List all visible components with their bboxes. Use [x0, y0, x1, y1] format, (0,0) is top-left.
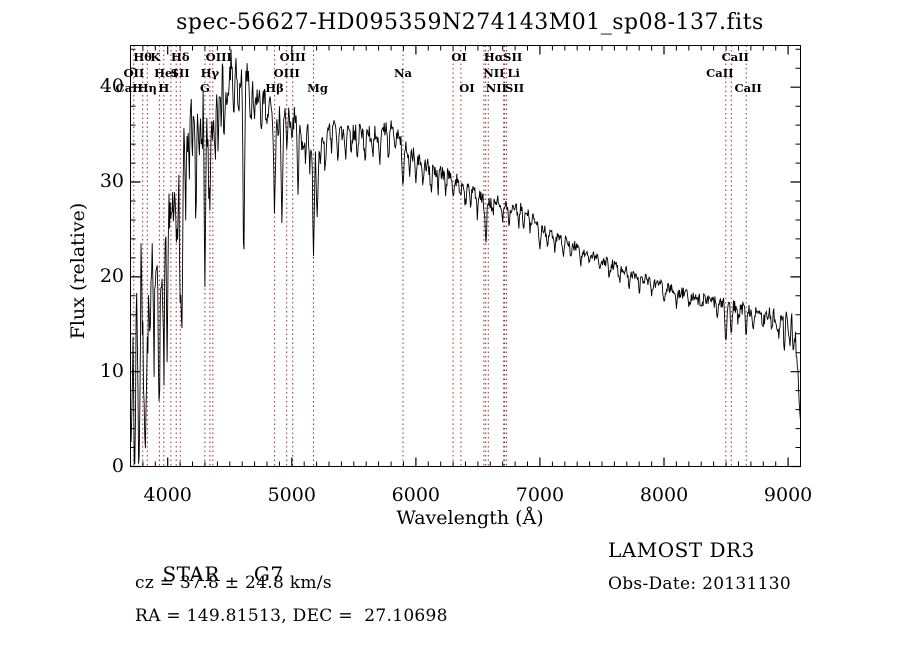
major-ticks: [130, 45, 801, 468]
object-class: STAR G7: [135, 538, 284, 610]
spectral-line-label-k: K: [150, 50, 161, 64]
spectral-line-label-h: H: [158, 81, 170, 95]
y-tick-40: 40: [99, 75, 124, 98]
spectral-line-label-hθ: Hθ: [133, 50, 152, 64]
y-tick-0: 0: [111, 454, 124, 477]
spectral-line-label-caii: CaII: [706, 65, 734, 80]
spectral-line-label-oiii: OIII: [273, 65, 300, 80]
spectral-line-label-hδ: Hδ: [170, 50, 190, 64]
x-tick-7000: 7000: [515, 484, 565, 506]
spectral-line-label-sii: SII: [503, 50, 523, 64]
spectral-line-label-hη: Hη: [137, 81, 157, 95]
y-tick-30: 30: [99, 170, 124, 193]
spectral-line-label-caii: CaII: [721, 50, 749, 64]
spectral-line-label-caii: CaII: [115, 81, 143, 95]
spectral-line-label-oi: OI: [459, 81, 475, 95]
x-tick-8000: 8000: [639, 484, 689, 506]
spectral-line-label-li: Li: [507, 65, 520, 80]
object-subclass: G7: [253, 562, 284, 586]
spectral-line-label-oii: OII: [123, 65, 145, 80]
x-tick-4000: 4000: [143, 484, 192, 506]
spectral-line-label-hβ: Hβ: [265, 81, 284, 95]
spectral-line-label-na: Na: [393, 65, 412, 80]
x-axis-label: Wavelength (Å): [396, 507, 544, 529]
spectral-line-label-oiii: OIII: [205, 50, 232, 64]
spectral-line-label-mg: Mg: [307, 81, 328, 95]
survey-release: LAMOST DR3: [608, 538, 755, 562]
spectral-line-label-oiii: OIII: [279, 50, 306, 64]
y-tick-10: 10: [99, 359, 124, 382]
object-type: STAR: [162, 562, 220, 586]
spectral-line-label-sii: SII: [505, 81, 525, 95]
spectral-line-label-nii: NII: [485, 81, 507, 95]
cz-value: cz = 37.8 ± 24.8 km/s: [135, 573, 332, 593]
spectral-line-label-oi: OI: [451, 50, 467, 64]
ra-dec-value: RA = 149.81513, DEC = 27.10698: [135, 606, 448, 626]
x-tick-9000: 9000: [763, 484, 813, 506]
x-tick-6000: 6000: [391, 484, 441, 506]
spectral-line-label-g: G: [200, 81, 210, 95]
plot-title: spec-56627-HD095359N274143M01_sp08-137.f…: [176, 10, 764, 35]
minor-ticks: [130, 45, 801, 467]
spectral-line-label-sii: SII: [170, 65, 190, 80]
y-tick-20: 20: [99, 264, 124, 287]
spectral-line-label-hα: Hα: [483, 50, 504, 64]
x-tick-5000: 5000: [267, 484, 316, 506]
spectral-line-label-hγ: Hγ: [200, 65, 220, 80]
spectrum-trace: [130, 49, 801, 465]
spectral-line-label-caii: CaII: [734, 81, 762, 95]
obs-date: Obs-Date: 20131130: [608, 574, 792, 594]
y-axis-label: Flux (relative): [67, 202, 89, 340]
spectral-line-label-hei: HeI: [154, 65, 178, 80]
spectral-line-markers: [133, 45, 747, 467]
plot-frame: [130, 45, 801, 467]
spectral-line-label-nii: NII: [483, 65, 505, 80]
